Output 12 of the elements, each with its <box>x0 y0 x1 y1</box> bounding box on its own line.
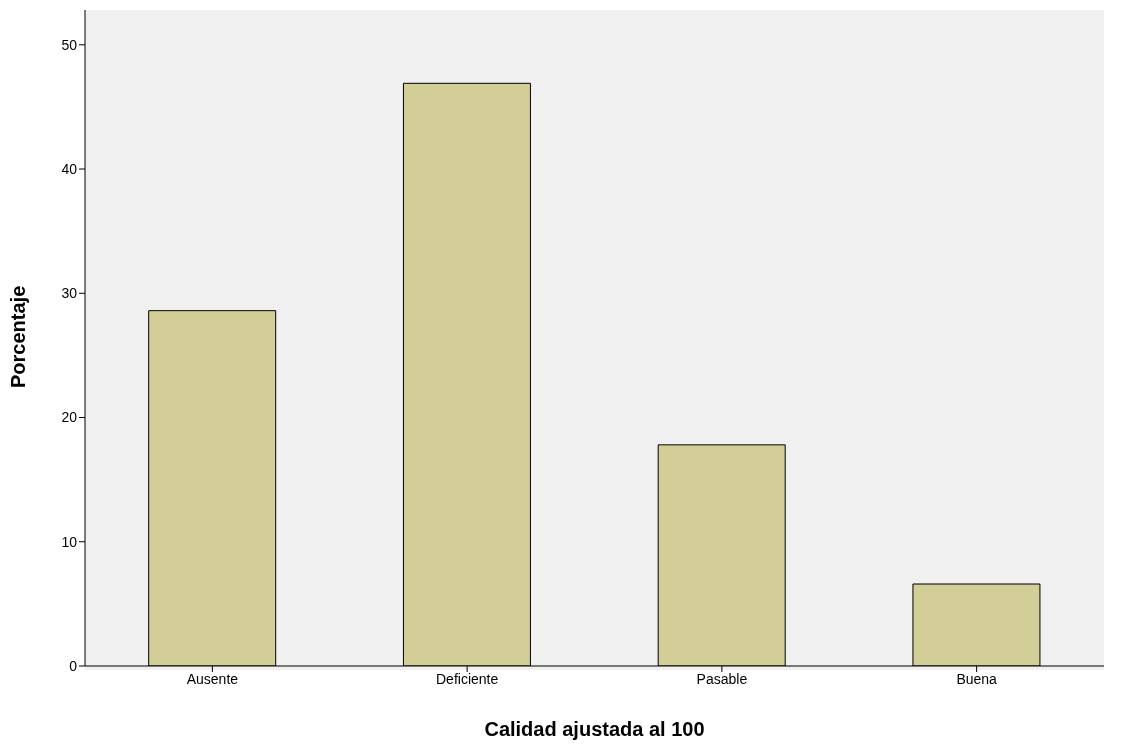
y-tick-label: 0 <box>69 657 78 674</box>
x-axis-title: Calidad ajustada al 100 <box>484 718 705 740</box>
y-tick-label: 40 <box>61 161 78 177</box>
y-tick-label: 30 <box>61 285 78 302</box>
y-tick-label: 20 <box>61 409 78 426</box>
x-tick-label: Deficiente <box>435 670 499 687</box>
x-tick-label: Buena <box>956 670 998 687</box>
x-tick-label: Ausente <box>186 670 239 687</box>
y-axis-title: Porcentaje <box>7 285 30 388</box>
y-tick-label: 10 <box>61 533 78 550</box>
x-tick-label: Pasable <box>696 670 748 687</box>
y-tick-label: 50 <box>61 36 78 53</box>
